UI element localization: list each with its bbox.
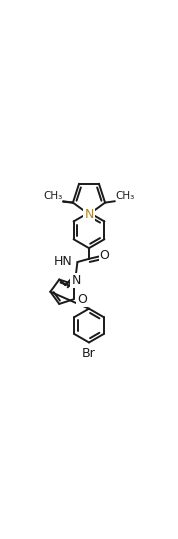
Text: N: N <box>84 208 94 221</box>
Text: O: O <box>77 293 87 306</box>
Text: O: O <box>100 250 109 262</box>
Text: N: N <box>71 274 81 287</box>
Text: Br: Br <box>82 348 96 361</box>
Text: HN: HN <box>54 255 72 268</box>
Text: CH₃: CH₃ <box>43 191 62 201</box>
Text: CH₃: CH₃ <box>116 191 135 201</box>
